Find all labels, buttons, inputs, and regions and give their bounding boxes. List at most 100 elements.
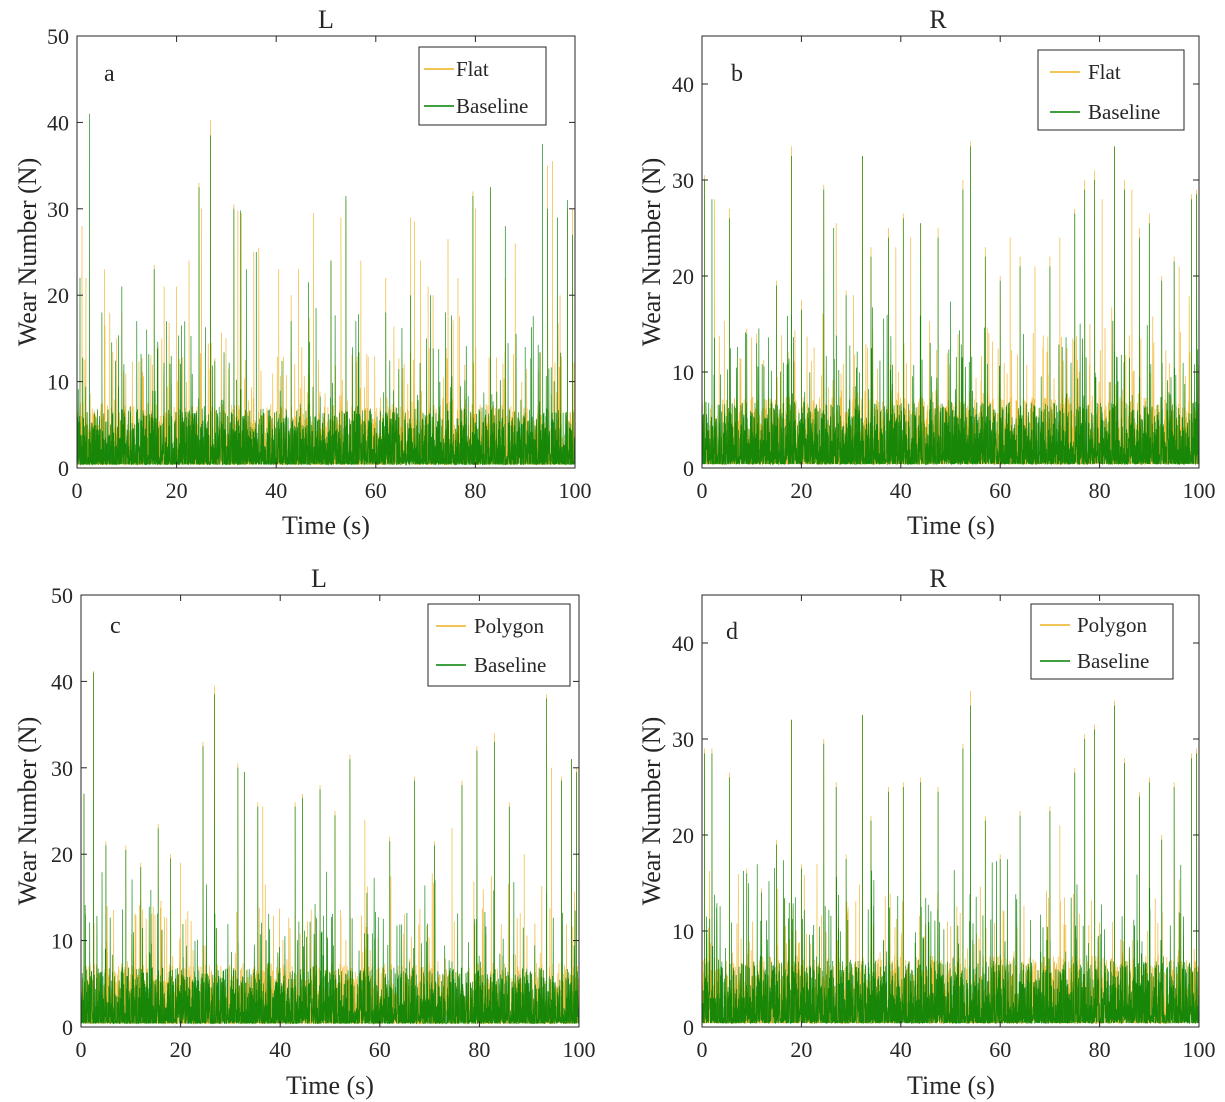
chart-title: L: [311, 564, 327, 593]
x-tick-label: 0: [697, 1037, 708, 1062]
y-tick-label: 30: [51, 756, 73, 781]
series-line-baseline: [702, 705, 1199, 1025]
x-tick-label: 20: [170, 1037, 192, 1062]
chart-panel-a: L 0 20 40 60 80 100 0 10 20 30 40 50 a Flat Baselin…: [13, 5, 592, 540]
x-tick-label: 40: [890, 478, 912, 503]
axes-frame: [80, 594, 580, 1028]
legend-box: [1030, 603, 1174, 680]
y-tick-label: 50: [47, 24, 69, 49]
legend: Flat Baseline: [1037, 49, 1185, 131]
x-tick-label: 100: [563, 1037, 596, 1062]
y-tick-label: 30: [672, 727, 694, 752]
x-tick-label: 40: [890, 1037, 912, 1062]
x-tick-label: 40: [265, 478, 287, 503]
legend-entry-flat: Flat: [1088, 60, 1121, 84]
y-tick-label: 20: [672, 823, 694, 848]
y-tick-label: 10: [672, 919, 694, 944]
x-axis-label: Time (s): [907, 1071, 995, 1100]
y-tick-label: 0: [683, 456, 694, 481]
y-tick-label: 10: [47, 370, 69, 395]
chart-title: R: [929, 5, 947, 34]
x-axis-label: Time (s): [282, 511, 370, 540]
y-axis-label: Wear Number (N): [13, 717, 42, 906]
axes-frame: [701, 35, 1200, 469]
axes-frame: [701, 594, 1200, 1028]
chart-title: R: [929, 564, 947, 593]
legend-entry-baseline: Baseline: [1077, 649, 1149, 673]
chart-panel-d: R 0 20 40 60 80 100 0 10 20 30 40 d Polygon Baseli…: [637, 564, 1216, 1100]
chart-panel-c: L 0 20 40 60 80 100 0 10 20 30 40 50 c Polygon Base…: [13, 564, 596, 1100]
y-tick-label: 40: [47, 110, 69, 135]
y-tick-label: 40: [672, 72, 694, 97]
x-tick-label: 100: [1183, 478, 1216, 503]
plot-area: [81, 671, 579, 1025]
y-tick-label: 10: [51, 929, 73, 954]
series-line-baseline: [702, 146, 1199, 466]
x-axis-label: Time (s): [907, 511, 995, 540]
legend: Flat Baseline: [418, 46, 547, 126]
y-axis-label: Wear Number (N): [13, 158, 42, 347]
y-tick-label: 0: [683, 1015, 694, 1040]
x-tick-label: 20: [790, 478, 812, 503]
x-axis-label: Time (s): [286, 1071, 374, 1100]
y-tick-label: 0: [62, 1015, 73, 1040]
legend-box: [1037, 49, 1185, 131]
series-line-polygon: [81, 671, 579, 1025]
y-tick-label: 0: [58, 456, 69, 481]
y-tick-label: 30: [47, 197, 69, 222]
legend: Polygon Baseline: [427, 603, 571, 687]
y-tick-label: 20: [47, 283, 69, 308]
y-tick-label: 20: [672, 264, 694, 289]
x-tick-label: 20: [790, 1037, 812, 1062]
y-tick-label: 20: [51, 842, 73, 867]
y-axis-label: Wear Number (N): [637, 158, 666, 347]
plot-area: [77, 113, 575, 466]
x-tick-label: 60: [369, 1037, 391, 1062]
legend-entry-polygon: Polygon: [474, 614, 545, 638]
x-tick-label: 60: [989, 1037, 1011, 1062]
y-tick-label: 30: [672, 168, 694, 193]
panel-label: c: [110, 613, 121, 639]
x-tick-label: 100: [559, 478, 592, 503]
y-tick-label: 40: [51, 669, 73, 694]
axes-frame: [76, 35, 576, 469]
y-tick-label: 10: [672, 360, 694, 385]
y-axis-label: Wear Number (N): [637, 717, 666, 906]
legend-entry-baseline: Baseline: [456, 94, 528, 118]
ticks: 0 20 40 60 80 100 0 10 20 30 40: [672, 36, 1216, 503]
x-tick-label: 80: [1089, 1037, 1111, 1062]
panel-label: a: [104, 61, 115, 87]
x-tick-label: 60: [989, 478, 1011, 503]
x-tick-label: 80: [468, 1037, 490, 1062]
series-line-baseline: [77, 113, 575, 466]
legend-box: [418, 46, 547, 126]
legend-entry-flat: Flat: [456, 57, 489, 81]
x-tick-label: 40: [269, 1037, 291, 1062]
legend-entry-baseline: Baseline: [474, 653, 546, 677]
x-tick-label: 0: [72, 478, 83, 503]
ticks: 0 20 40 60 80 100 0 10 20 30 40: [672, 595, 1216, 1062]
plot-area: [702, 690, 1199, 1025]
legend: Polygon Baseline: [1030, 603, 1174, 680]
plot-area: [702, 141, 1199, 466]
series-line-baseline: [81, 672, 579, 1025]
legend-entry-polygon: Polygon: [1077, 613, 1148, 637]
ticks: 0 20 40 60 80 100 0 10 20 30 40 50: [51, 583, 596, 1062]
x-tick-label: 20: [166, 478, 188, 503]
x-tick-label: 100: [1183, 1037, 1216, 1062]
x-tick-label: 60: [365, 478, 387, 503]
panel-label: b: [731, 61, 743, 87]
y-tick-label: 50: [51, 583, 73, 608]
legend-entry-baseline: Baseline: [1088, 100, 1160, 124]
chart-title: L: [318, 5, 334, 34]
x-tick-label: 80: [1089, 478, 1111, 503]
ticks: 0 20 40 60 80 100 0 10 20 30 40 50: [47, 24, 592, 503]
legend-box: [427, 603, 571, 687]
panel-label: d: [726, 619, 738, 645]
y-tick-label: 40: [672, 631, 694, 656]
x-tick-label: 80: [464, 478, 486, 503]
x-tick-label: 0: [697, 478, 708, 503]
x-tick-label: 0: [76, 1037, 87, 1062]
